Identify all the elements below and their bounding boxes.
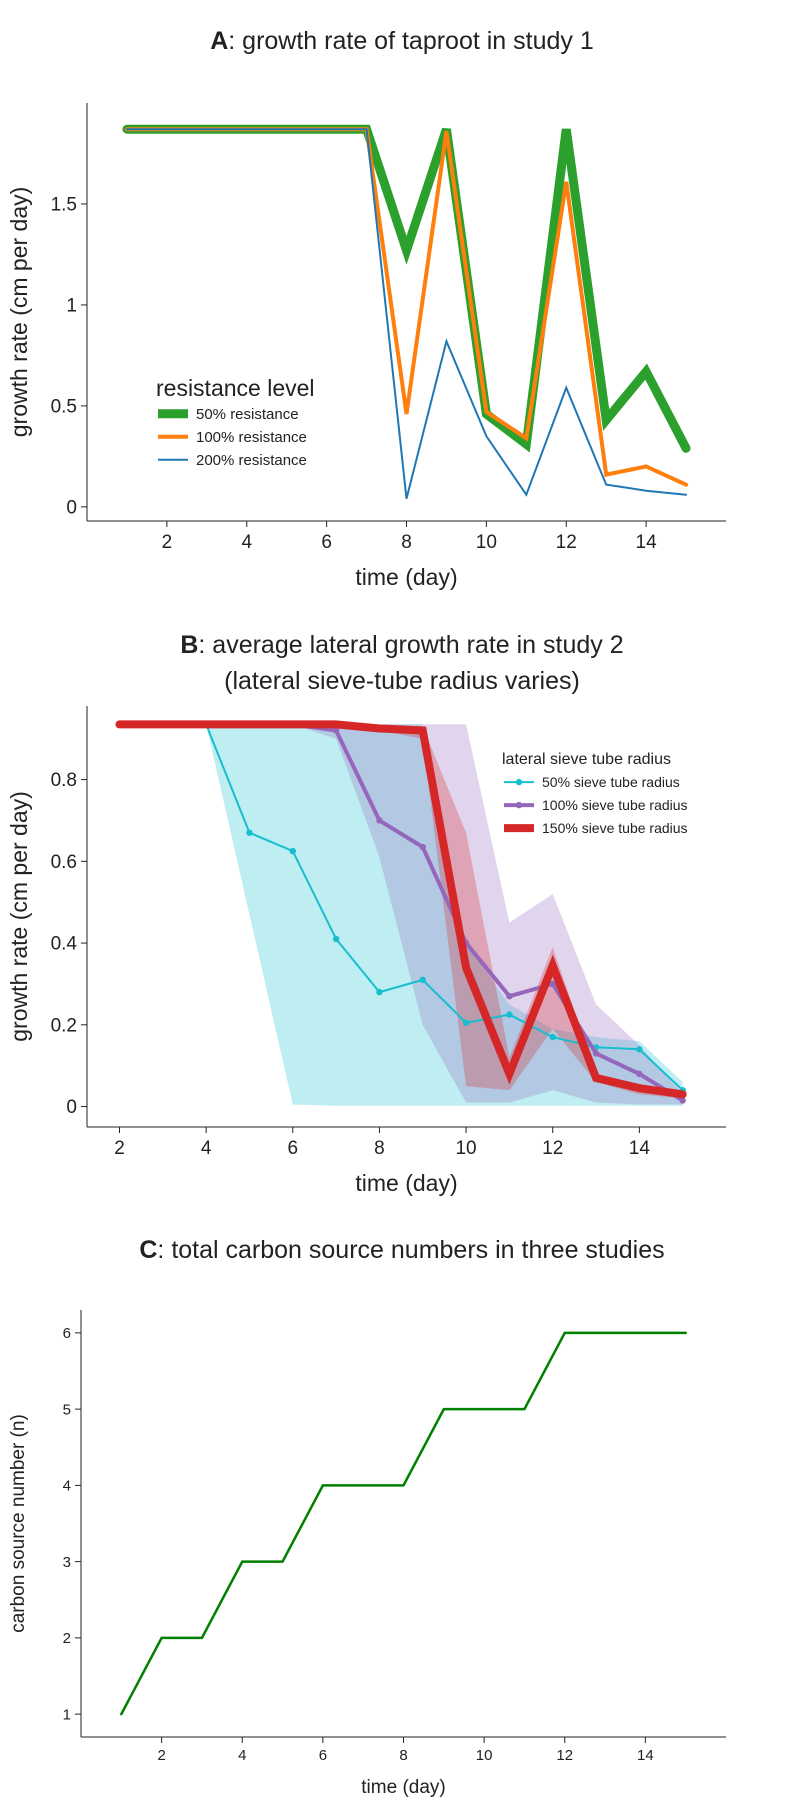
x-tick-label-c: 4 xyxy=(238,1747,246,1764)
data-point-b-1 xyxy=(592,1050,600,1057)
legend-marker-b-0 xyxy=(515,778,523,786)
x-tick-label-b: 4 xyxy=(201,1138,212,1159)
data-point-b-0 xyxy=(289,847,296,855)
y-tick-label-c: 1 xyxy=(63,1706,71,1723)
y-tick-label-c: 2 xyxy=(63,1630,71,1647)
chart-title-b: B: average lateral growth rate in study … xyxy=(0,628,804,662)
data-point-b-1 xyxy=(549,980,556,988)
data-point-b-0 xyxy=(549,1033,556,1041)
series-line-a-2 xyxy=(125,128,688,500)
x-tick-label-a: 10 xyxy=(476,532,497,553)
data-point-b-0 xyxy=(376,988,383,996)
x-axis-label-b: time (day) xyxy=(355,1170,457,1196)
x-tick-label-c: 2 xyxy=(157,1747,165,1764)
x-tick-label-b: 12 xyxy=(542,1138,563,1159)
x-tick-label-c: 12 xyxy=(556,1747,573,1764)
y-tick-label-b: 0.8 xyxy=(51,770,77,791)
data-point-b-0 xyxy=(332,935,340,943)
title-letter-c: C xyxy=(139,1236,158,1264)
legend-title-a: resistance level xyxy=(156,375,315,401)
x-tick-label-c: 14 xyxy=(637,1747,654,1764)
x-tick-label-a: 4 xyxy=(241,532,252,553)
legend-label-b-1: 100% sieve tube radius xyxy=(542,797,688,813)
data-point-b-1 xyxy=(376,817,383,824)
data-point-b-1 xyxy=(636,1070,643,1078)
x-tick-label-b: 6 xyxy=(287,1138,298,1159)
chart-b: 2 4 6 8 10 12 14 0 0.2 0.4 0.6 0.8 time (day) growth … xyxy=(6,706,726,1196)
y-axis-label-a: growth rate (cm per day) xyxy=(6,187,32,438)
data-point-b-1 xyxy=(332,727,340,734)
y-tick-label-a: 1.5 xyxy=(51,195,77,216)
x-tick-label-a: 14 xyxy=(636,532,658,553)
data-point-b-1 xyxy=(679,1097,686,1104)
y-tick-label-c: 6 xyxy=(63,1325,71,1342)
data-point-b-0 xyxy=(419,976,426,984)
x-tick-label-c: 6 xyxy=(319,1747,327,1764)
y-tick-label-a: 0.5 xyxy=(51,397,77,418)
legend-label-a-2: 200% resistance xyxy=(196,452,307,469)
chart-a: 2 4 6 8 10 12 14 0 0.5 1 1.5 time (day) growth rate … xyxy=(6,103,726,590)
x-tick-label-b: 8 xyxy=(374,1138,385,1159)
y-tick-label-b: 0.4 xyxy=(51,934,78,955)
series-line-b-2 xyxy=(115,720,687,1099)
y-axis-label-b: growth rate (cm per day) xyxy=(6,791,32,1042)
y-tick-label-a: 1 xyxy=(66,296,77,317)
y-axis-label-c: carbon source number (n) xyxy=(8,1414,29,1633)
x-tick-label-b: 14 xyxy=(629,1138,651,1159)
confidence-band-b-1 xyxy=(119,724,683,1105)
confidence-band-b-0 xyxy=(119,724,683,1106)
data-point-b-0 xyxy=(636,1046,643,1053)
data-point-b-1 xyxy=(419,843,426,851)
series-line-c-0 xyxy=(120,1331,687,1716)
data-point-b-0 xyxy=(506,1011,513,1018)
y-tick-label-c: 3 xyxy=(63,1554,71,1571)
chart-subtitle-b: (lateral sieve-tube radius varies) xyxy=(224,667,580,695)
x-tick-label-a: 2 xyxy=(162,532,173,553)
x-tick-label-a: 6 xyxy=(321,532,332,553)
x-tick-label-b: 10 xyxy=(455,1138,476,1159)
x-tick-label-b: 2 xyxy=(114,1138,125,1159)
y-tick-label-a: 0 xyxy=(66,498,77,519)
legend-label-a-0: 50% resistance xyxy=(196,406,299,423)
legend-marker-b-1 xyxy=(515,801,523,809)
y-tick-label-b: 0.6 xyxy=(51,852,77,873)
y-tick-label-b: 0 xyxy=(66,1097,77,1118)
x-tick-label-a: 8 xyxy=(401,532,412,553)
legend-label-b-2: 150% sieve tube radius xyxy=(542,820,688,836)
y-tick-label-c: 5 xyxy=(63,1401,71,1418)
legend-label-b-0: 50% sieve tube radius xyxy=(542,774,680,790)
title-letter-a: A xyxy=(210,27,229,55)
data-point-b-1 xyxy=(506,993,513,1000)
legend-label-a-1: 100% resistance xyxy=(196,429,307,446)
y-tick-label-b: 0.2 xyxy=(51,1015,77,1036)
x-tick-label-c: 8 xyxy=(399,1747,407,1764)
legend-title-b: lateral sieve tube radius xyxy=(502,751,671,768)
chart-title-c: C: total carbon source numbers in three … xyxy=(0,1233,804,1267)
confidence-band-b-2 xyxy=(119,724,683,1099)
x-axis-label-c: time (day) xyxy=(361,1777,445,1798)
title-text-b: : average lateral growth rate in study 2 xyxy=(198,631,624,659)
data-point-b-0 xyxy=(246,829,253,836)
data-point-b-0 xyxy=(462,1019,470,1026)
title-text-c: : total carbon source numbers in three s… xyxy=(157,1236,665,1264)
y-tick-label-c: 4 xyxy=(63,1478,71,1495)
title-letter-b: B xyxy=(180,631,199,659)
x-axis-label-a: time (day) xyxy=(355,564,457,590)
x-tick-label-c: 10 xyxy=(476,1747,493,1764)
chart-title-a: A: growth rate of taproot in study 1 xyxy=(0,24,804,58)
x-tick-label-a: 12 xyxy=(556,532,577,553)
title-text-a: : growth rate of taproot in study 1 xyxy=(228,27,594,55)
